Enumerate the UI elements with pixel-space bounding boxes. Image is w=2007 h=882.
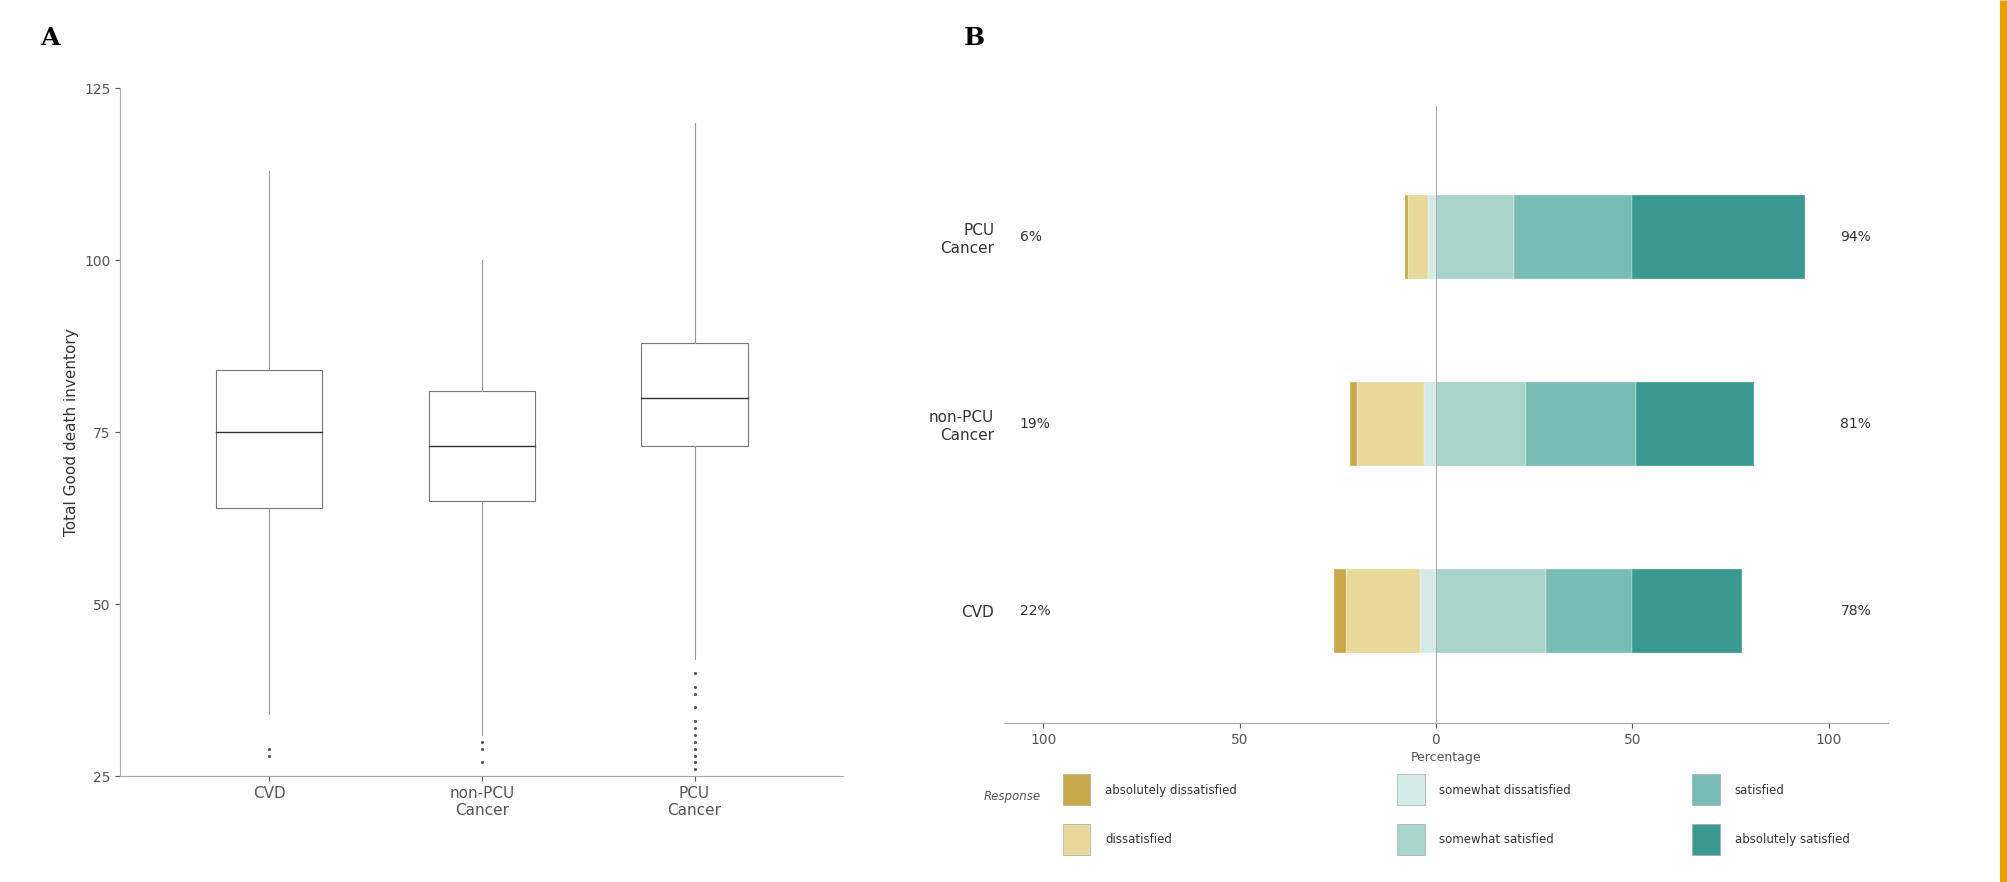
Bar	[1636, 382, 1754, 466]
Bar	[217, 370, 323, 508]
X-axis label: Percentage: Percentage	[1409, 751, 1481, 764]
Text: absolutely satisfied: absolutely satisfied	[1734, 833, 1848, 847]
Text: 94%: 94%	[1840, 230, 1871, 243]
Bar	[1333, 569, 1345, 653]
Text: 78%: 78%	[1840, 604, 1871, 618]
Text: 6%: 6%	[1020, 230, 1042, 243]
Text: 22%: 22%	[1020, 604, 1050, 618]
Bar	[1423, 382, 1435, 466]
Bar	[1525, 382, 1636, 466]
Bar	[1435, 569, 1545, 653]
Bar	[1357, 382, 1423, 466]
Text: 19%: 19%	[1020, 417, 1050, 431]
Bar	[640, 343, 747, 446]
Bar	[1435, 382, 1525, 466]
Text: dissatisfied: dissatisfied	[1104, 833, 1172, 847]
Bar	[429, 391, 534, 501]
Bar	[1513, 195, 1632, 279]
Bar	[1545, 569, 1632, 653]
Text: satisfied: satisfied	[1734, 784, 1784, 797]
FancyBboxPatch shape	[1062, 824, 1090, 855]
Text: B: B	[963, 26, 985, 50]
Text: absolutely dissatisfied: absolutely dissatisfied	[1104, 784, 1236, 797]
Bar	[1435, 195, 1513, 279]
Bar	[1632, 569, 1742, 653]
Bar	[1403, 195, 1407, 279]
Text: somewhat dissatisfied: somewhat dissatisfied	[1439, 784, 1569, 797]
Text: 81%: 81%	[1840, 417, 1871, 431]
Bar	[1632, 195, 1804, 279]
Bar	[1407, 195, 1427, 279]
Bar	[1349, 382, 1357, 466]
Bar	[1427, 195, 1435, 279]
Text: Response: Response	[983, 790, 1040, 804]
Y-axis label: Total Good death inventory: Total Good death inventory	[64, 328, 78, 536]
Text: A: A	[40, 26, 60, 50]
Text: somewhat satisfied: somewhat satisfied	[1439, 833, 1553, 847]
FancyBboxPatch shape	[1692, 824, 1720, 855]
Bar	[1345, 569, 1419, 653]
Bar	[1419, 569, 1435, 653]
FancyBboxPatch shape	[1397, 824, 1425, 855]
FancyBboxPatch shape	[1397, 774, 1425, 805]
FancyBboxPatch shape	[1062, 774, 1090, 805]
FancyBboxPatch shape	[1692, 774, 1720, 805]
